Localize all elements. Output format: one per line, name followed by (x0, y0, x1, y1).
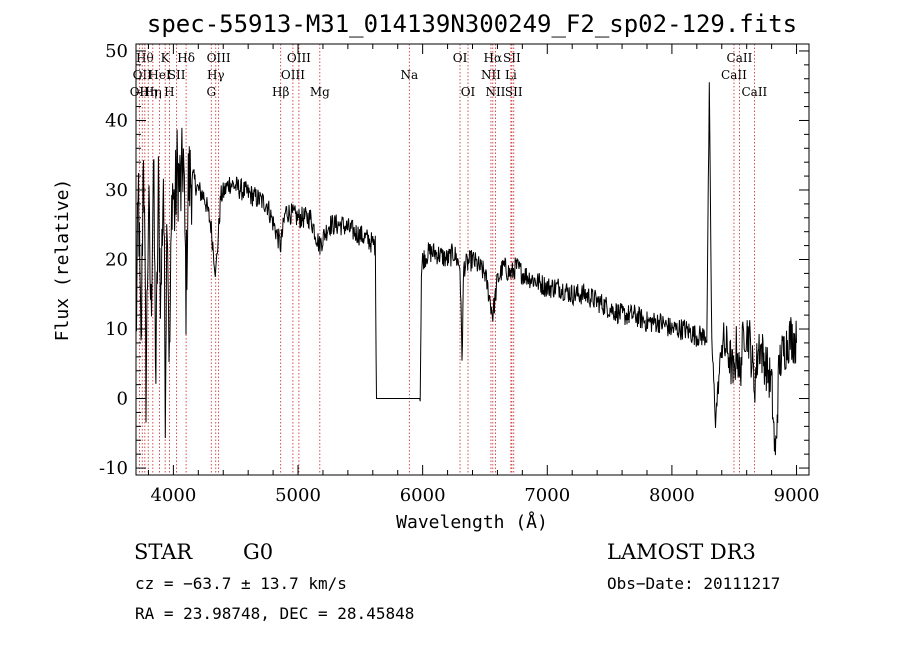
chart-title: spec-55913-M31_014139N300249_F2_sp02-129… (147, 10, 797, 38)
line-label: G (206, 85, 216, 99)
line-label: H (164, 85, 174, 99)
line-label: Hβ (272, 85, 289, 99)
line-label: OIII (281, 68, 305, 82)
x-axis-label: Wavelength (Å) (396, 511, 548, 533)
x-tick-label: 5000 (275, 485, 321, 506)
spectral-line-markers: OIIOIIHθHηHηHeIKHSIIHδGHγOIIIHβOIIIOIIIM… (130, 44, 768, 475)
observation-date: Obs−Date: 20111217 (607, 574, 781, 593)
y-tick-label: 30 (105, 180, 128, 201)
y-tick-label: 10 (105, 319, 128, 340)
line-label: Hη (144, 85, 162, 99)
y-tick-label: -10 (99, 458, 128, 479)
line-label: K (161, 51, 171, 65)
axis-ticks: 4000 5000 6000 7000 8000 9000 -10 0 10 20 30 40 50 (99, 41, 819, 506)
line-label: SII (168, 68, 186, 82)
y-tick-label: 0 (117, 389, 128, 410)
line-label: OIII (207, 51, 231, 65)
line-label: Hθ (136, 51, 154, 65)
line-label: OII (130, 85, 150, 99)
x-tick-label: 6000 (400, 485, 446, 506)
x-tick-label: 4000 (150, 485, 196, 506)
line-label: Hη (139, 85, 157, 99)
x-tick-label: 7000 (524, 485, 570, 506)
y-tick-label: 50 (105, 41, 128, 62)
line-label: Hδ (177, 51, 195, 65)
line-label: HeI (148, 68, 171, 82)
line-label: Hγ (207, 68, 225, 82)
line-label: Mg (310, 85, 330, 99)
y-tick-label: 40 (105, 110, 128, 131)
line-label: Hα (484, 51, 503, 65)
x-tick-label: 9000 (774, 485, 820, 506)
coordinates: RA = 23.98748, DEC = 28.45848 (135, 604, 415, 623)
y-axis-label: Flux (relative) (52, 179, 73, 342)
line-label: Na (400, 68, 418, 82)
object-subclass: G0 (243, 540, 274, 564)
spectrum-series-line (135, 82, 797, 456)
line-label: CaII (741, 85, 767, 99)
y-tick-label: 20 (105, 250, 128, 271)
line-label: OI (453, 51, 468, 65)
line-label: SII (503, 51, 521, 65)
line-label: NII (481, 68, 501, 82)
x-tick-label: 8000 (649, 485, 695, 506)
line-label: SII (505, 85, 523, 99)
line-label: Li (505, 68, 517, 82)
survey-name: LAMOST DR3 (607, 540, 756, 564)
line-label: OI (461, 85, 476, 99)
line-label: CaII (721, 68, 747, 82)
redshift-cz: cz = −63.7 ± 13.7 km/s (135, 574, 347, 593)
line-label: CaII (727, 51, 753, 65)
line-label: NII (485, 85, 505, 99)
object-class: STAR (134, 540, 193, 564)
line-label: OIII (287, 51, 311, 65)
